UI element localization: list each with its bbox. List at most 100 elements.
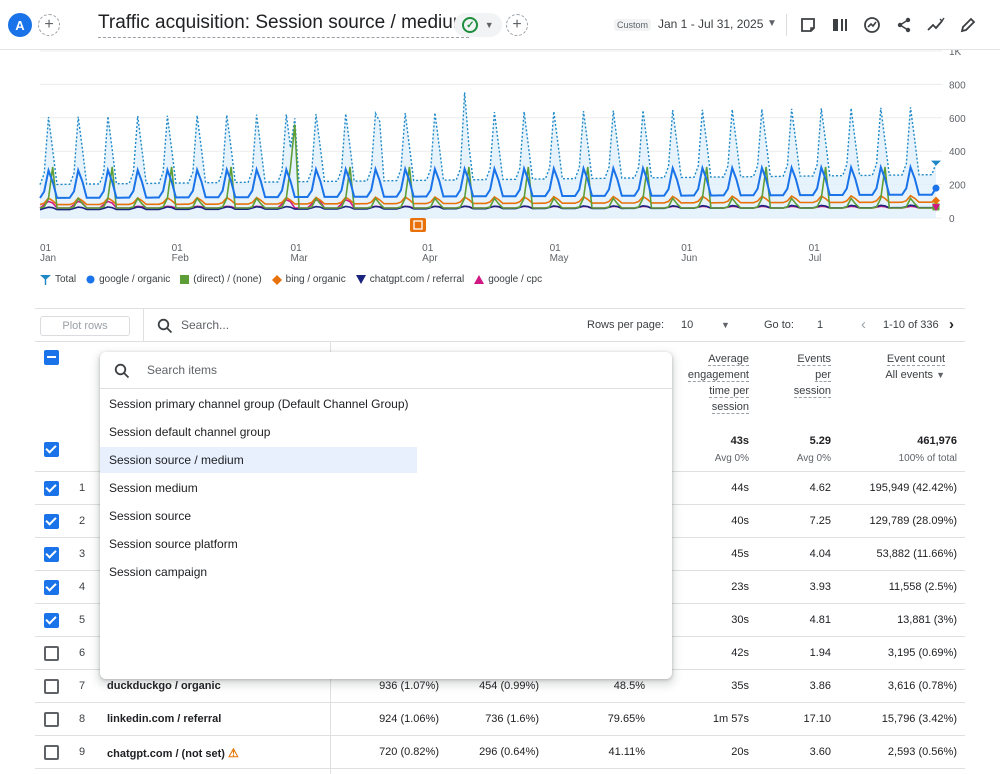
cell-sessions: 720 (0.82%) (379, 746, 439, 758)
chevron-down-icon[interactable]: ▼ (936, 370, 945, 380)
comment-icon[interactable] (796, 13, 820, 37)
legend-item[interactable]: bing / organic (271, 274, 346, 285)
row-number: 6 (78, 647, 86, 659)
row-checkbox[interactable] (44, 646, 59, 661)
x-tick-day: 01 (550, 243, 562, 254)
column-header-events-per-session[interactable]: Events per session (793, 353, 831, 398)
dimension-option[interactable]: Session source platform (109, 537, 238, 551)
legend-marker-icon (40, 274, 51, 285)
legend-label: google / organic (99, 274, 171, 285)
account-avatar[interactable]: A (8, 13, 32, 37)
chevron-down-icon[interactable]: ▼ (767, 18, 777, 29)
total-event-count-sub: 100% of total (898, 453, 957, 464)
y-tick-label: 1K (949, 50, 962, 58)
y-tick-label: 400 (949, 147, 966, 158)
x-tick-month: Jun (681, 253, 697, 264)
select-all-checkbox[interactable] (44, 350, 59, 365)
dimension-option[interactable]: Session medium (109, 481, 198, 495)
annotation-marker[interactable] (410, 218, 426, 232)
cell-engaged: 454 (0.99%) (479, 680, 539, 692)
row-checkbox[interactable] (44, 613, 59, 628)
dimension-option[interactable]: Session source (109, 509, 192, 523)
total-event-count: 461,976 (917, 435, 957, 447)
plot-rows-button[interactable]: Plot rows (40, 316, 130, 336)
insights-icon[interactable] (860, 13, 884, 37)
x-tick-day: 01 (809, 243, 821, 254)
cell-avg: 42s (731, 647, 749, 659)
next-page-icon[interactable]: › (949, 316, 954, 333)
end-marker-total (931, 160, 941, 166)
report-status-menu[interactable]: ✓ ▼ (454, 13, 502, 37)
legend-item[interactable]: google / cpc (474, 274, 542, 285)
goto-input[interactable]: 1 (817, 319, 824, 331)
legend-marker-icon (474, 275, 485, 284)
legend-item[interactable]: chatgpt.com / referral (355, 274, 464, 285)
legend-item[interactable]: google / organic (86, 274, 170, 285)
dimension-option[interactable]: Session campaign (109, 565, 208, 579)
warning-icon[interactable]: ⚠ (228, 746, 239, 760)
x-tick-month: Feb (172, 253, 190, 264)
series-direct (39, 124, 937, 209)
report-title[interactable]: Traffic acquisition: Session source / me… (98, 12, 469, 38)
cell-eps: 4.81 (809, 614, 831, 626)
series-bing-organic (39, 194, 937, 206)
row-dimension-value[interactable]: linkedin.com / referral (107, 713, 222, 725)
date-range-picker[interactable]: Jan 1 - Jul 31, 2025 (658, 17, 764, 31)
line-chart: 1K800600400200001Jan01Feb01Mar01Apr01May… (39, 47, 966, 264)
row-checkbox[interactable] (44, 679, 59, 694)
event-filter-select[interactable]: All events (885, 369, 934, 381)
cell-rate: 48.5% (613, 680, 645, 692)
cell-events: 3,616 (0.78%) (887, 680, 957, 692)
x-tick-month: Jan (40, 253, 56, 264)
total-avg-engagement-sub: Avg 0% (714, 453, 749, 464)
cell-eps: 3.60 (809, 746, 831, 758)
edit-icon[interactable] (956, 13, 980, 37)
row-dimension-value[interactable]: duckduckgo / organic (107, 680, 221, 692)
row-checkbox[interactable] (44, 547, 59, 562)
legend-item[interactable]: Total (40, 274, 76, 285)
trend-chart: 1K 800 600 400 200 0 01 Jan 01 Feb 01 Mar 01 Apr 01 May… (0, 47, 1000, 290)
compare-icon[interactable] (828, 13, 852, 37)
dimension-search[interactable]: Search items (100, 352, 672, 389)
pagination-range: 1-10 of 336 (883, 319, 939, 331)
row-checkbox[interactable] (44, 712, 59, 727)
total-avg-engagement: 43s (730, 435, 749, 447)
end-marker-bing (932, 196, 940, 205)
row-checkbox[interactable] (44, 514, 59, 529)
legend-label: (direct) / (none) (193, 274, 262, 285)
column-header-avg-engagement[interactable]: Average engagement time per session (687, 353, 749, 414)
legend-item[interactable]: (direct) / (none) (180, 274, 262, 285)
dimension-option[interactable]: Session source / medium (100, 447, 417, 473)
row-checkbox[interactable] (44, 580, 59, 595)
row-checkbox[interactable] (44, 745, 59, 760)
dimension-option[interactable]: Session primary channel group (Default C… (109, 397, 409, 411)
rows-per-page-label: Rows per page: (587, 319, 665, 331)
totals-checkbox[interactable] (44, 442, 59, 457)
row-dimension-value[interactable]: chatgpt.com / (not set) ⚠ (107, 746, 239, 760)
chevron-down-icon[interactable]: ▼ (721, 320, 730, 330)
column-header-event-count[interactable]: Event count All events ▼ (885, 353, 945, 381)
trend-icon[interactable] (924, 13, 948, 37)
add-report-button[interactable]: + (506, 14, 528, 36)
table-row[interactable]: 7 duckduckgo / organic 936 (1.07%) 454 (0.9… (35, 670, 965, 703)
rows-per-page-select[interactable]: 10 (681, 319, 694, 331)
cell-eps: 4.62 (809, 482, 831, 494)
previous-page-icon[interactable]: ‹ (861, 316, 866, 333)
y-tick-label: 0 (949, 214, 955, 225)
share-icon[interactable] (892, 13, 916, 37)
y-tick-label: 200 (949, 181, 966, 192)
row-checkbox[interactable] (44, 481, 59, 496)
table-search-input[interactable]: Search... (181, 318, 230, 332)
cell-avg: 45s (731, 548, 749, 560)
add-comparison-button[interactable]: + (38, 14, 60, 36)
dimension-search-input[interactable]: Search items (147, 363, 218, 377)
table-row[interactable]: 8 linkedin.com / referral 924 (1.06%) 736 (… (35, 703, 965, 736)
dimension-option[interactable]: Session default channel group (109, 425, 271, 439)
cell-engaged: 736 (1.6%) (485, 713, 539, 725)
plus-icon: + (44, 16, 54, 33)
series-google-organic (39, 163, 937, 199)
cell-avg: 23s (731, 581, 749, 593)
table-row[interactable]: 9 chatgpt.com / (not set) ⚠ 720 (0.82%) 296… (35, 736, 965, 769)
report-header: A + Traffic acquisition: Session source … (0, 0, 1000, 50)
cell-avg: 30s (731, 614, 749, 626)
